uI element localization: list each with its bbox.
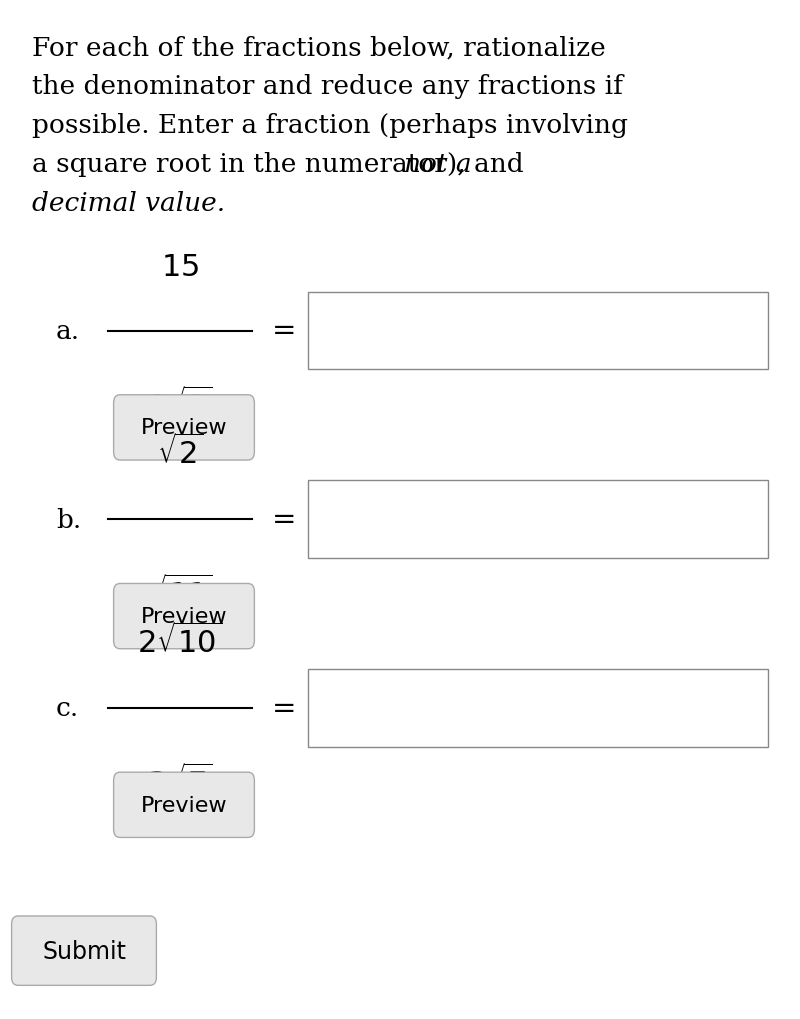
- FancyBboxPatch shape: [11, 916, 156, 985]
- Text: the denominator and reduce any fractions if: the denominator and reduce any fractions…: [32, 74, 623, 100]
- Text: Preview: Preview: [141, 795, 227, 815]
- Text: =: =: [272, 505, 296, 534]
- Text: a square root in the numerator), and: a square root in the numerator), and: [32, 152, 532, 177]
- FancyBboxPatch shape: [308, 292, 768, 370]
- Text: =: =: [272, 694, 296, 722]
- Text: a.: a.: [56, 319, 80, 343]
- FancyBboxPatch shape: [114, 584, 254, 649]
- Text: $3\sqrt{7}$: $3\sqrt{7}$: [147, 764, 213, 800]
- Text: $2\sqrt{10}$: $2\sqrt{10}$: [138, 624, 222, 659]
- FancyBboxPatch shape: [114, 395, 254, 461]
- Text: Submit: Submit: [42, 938, 126, 963]
- Text: Preview: Preview: [141, 606, 227, 627]
- FancyBboxPatch shape: [114, 772, 254, 838]
- Text: $\sqrt{11}$: $\sqrt{11}$: [147, 576, 213, 611]
- FancyBboxPatch shape: [308, 669, 768, 747]
- Text: not a: not a: [404, 152, 472, 177]
- Text: $15$: $15$: [161, 252, 199, 282]
- Text: possible. Enter a fraction (perhaps involving: possible. Enter a fraction (perhaps invo…: [32, 113, 628, 139]
- Text: Preview: Preview: [141, 418, 227, 438]
- Text: $\sqrt{2}$: $\sqrt{2}$: [157, 435, 203, 471]
- Text: =: =: [272, 317, 296, 345]
- Text: $8\sqrt{3}$: $8\sqrt{3}$: [147, 387, 213, 423]
- Text: For each of the fractions below, rationalize: For each of the fractions below, rationa…: [32, 36, 606, 61]
- Text: b.: b.: [56, 507, 82, 532]
- FancyBboxPatch shape: [308, 481, 768, 558]
- Text: c.: c.: [56, 696, 79, 720]
- Text: decimal value.: decimal value.: [32, 191, 225, 216]
